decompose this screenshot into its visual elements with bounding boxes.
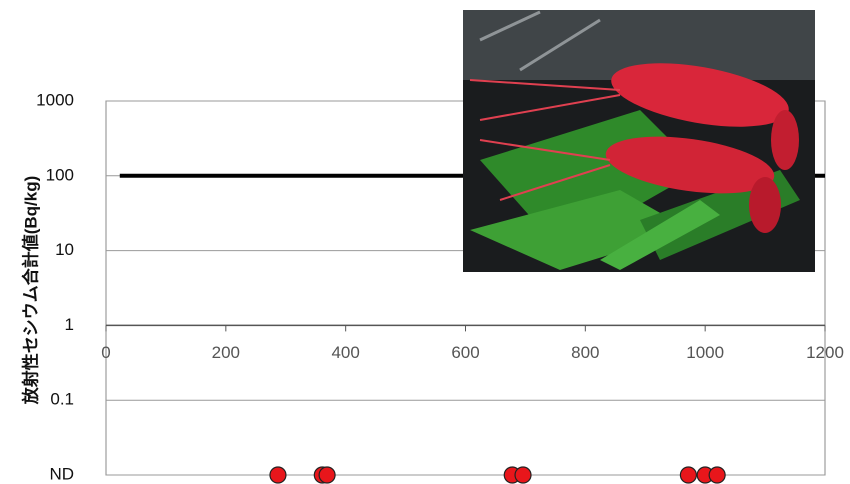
y-tick-label: 100 (46, 165, 74, 184)
x-tick-label: 0 (101, 343, 110, 362)
y-tick-label: 1 (65, 315, 74, 334)
shrimp-photo (463, 10, 815, 272)
x-tick-label: 800 (571, 343, 599, 362)
x-tick-label: 200 (212, 343, 240, 362)
y-tick-label: ND (49, 464, 74, 483)
x-tick-label: 1000 (686, 343, 724, 362)
x-tick-label: 1200 (806, 343, 844, 362)
x-tick-label: 600 (451, 343, 479, 362)
y-tick-label: 10 (55, 240, 74, 259)
data-point (269, 466, 287, 484)
data-point (708, 466, 726, 484)
y-tick-label: 1000 (36, 90, 74, 109)
x-tick-label: 400 (331, 343, 359, 362)
y-tick-label: 0.1 (50, 390, 74, 409)
data-point (679, 466, 697, 484)
data-point (514, 466, 532, 484)
y-axis-label: 放射性セシウム合計値(Bq/kg) (20, 176, 40, 406)
data-point (318, 466, 336, 484)
